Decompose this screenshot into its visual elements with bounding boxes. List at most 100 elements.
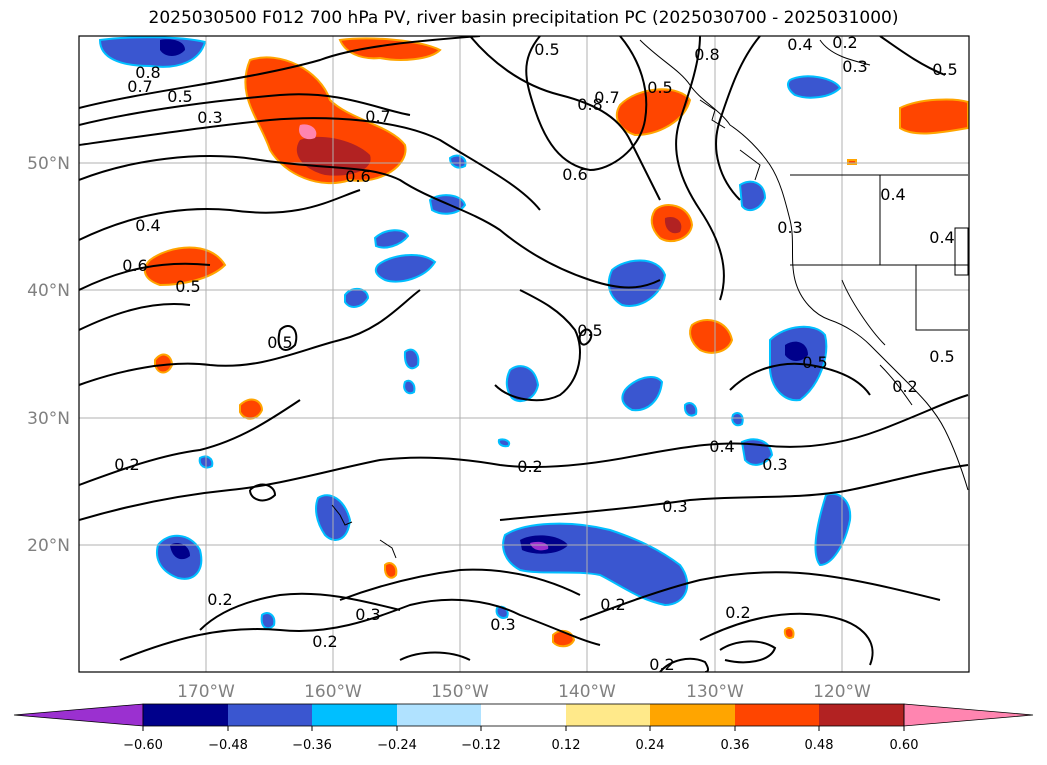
precip-negative-blob	[344, 287, 370, 308]
contour-label: 0.3	[842, 57, 867, 76]
map-frame	[78, 35, 970, 673]
contour-label: 0.6	[562, 165, 587, 184]
lon-label: 160°W	[304, 682, 362, 702]
lat-labels: 50°N 40°N 30°N 20°N	[27, 154, 70, 556]
contour-label: 0.5	[932, 60, 957, 79]
colorbar-segment	[819, 704, 904, 726]
contour-label: 0.5	[802, 353, 827, 372]
colorbar-segment	[650, 704, 735, 726]
precip-negative-blob	[786, 75, 842, 99]
contour-label: 0.5	[175, 277, 200, 296]
contour-label: 0.2	[892, 377, 917, 396]
contour-label: 0.3	[662, 497, 687, 516]
precip-negative-blob	[403, 379, 416, 395]
colorbar-segment	[566, 704, 650, 726]
precip-negative-blob	[683, 402, 698, 417]
colorbar-outline	[142, 703, 905, 727]
precip-positive-blob	[783, 627, 795, 640]
lat-label: 20°N	[27, 536, 70, 556]
precip-positive-blob	[143, 246, 227, 287]
lon-label: 150°W	[431, 682, 489, 702]
contour-label: 0.2	[207, 590, 232, 609]
colorbar-tick-label: 0.60	[890, 738, 919, 753]
colorbar-segment	[312, 704, 397, 726]
contour-label: 0.3	[355, 605, 380, 624]
colorbar-segment	[143, 704, 228, 726]
lon-label: 140°W	[558, 682, 616, 702]
precip-positive-blob	[664, 216, 682, 234]
precip-negative-blob	[814, 492, 852, 567]
colorbar-tick-label: 0.24	[636, 738, 665, 753]
colorbar-tick-label: −0.36	[292, 738, 332, 753]
precip-positive-blob	[338, 37, 442, 61]
colorbar-min-extension	[13, 703, 144, 727]
contour-label: 0.2	[517, 457, 542, 476]
contour-label: 0.3	[777, 218, 802, 237]
colorbar-tick-label: −0.60	[123, 738, 163, 753]
precip-positive-blob	[384, 562, 398, 579]
graticule	[79, 36, 969, 672]
precip-fill-layer	[98, 36, 969, 648]
contour-label: 0.2	[649, 655, 674, 674]
colorbar-segment	[397, 704, 481, 726]
contour-label: 0.4	[787, 35, 812, 54]
contour-label: 0.3	[762, 455, 787, 474]
contour-label: 0.4	[135, 216, 160, 235]
precip-negative-blob	[731, 412, 744, 427]
contour-label: 0.5	[929, 347, 954, 366]
lat-label: 30°N	[27, 409, 70, 429]
colorbar-tick-label: −0.12	[461, 738, 501, 753]
contour-label: 0.8	[135, 63, 160, 82]
colorbar-segment	[228, 704, 312, 726]
contour-label: 0.6	[345, 167, 370, 186]
contour-label: 0.5	[577, 321, 602, 340]
colorbar-max-extension	[903, 703, 1034, 727]
lat-label: 40°N	[27, 281, 70, 301]
colorbar-tick-label: −0.24	[377, 738, 417, 753]
lon-labels: 170°W 160°W 150°W 140°W 130°W 120°W	[177, 682, 871, 702]
precip-negative-blob	[497, 438, 511, 448]
contour-label: 0.7	[594, 88, 619, 107]
map-title: 2025030500 F012 700 hPa PV, river basin …	[148, 8, 899, 28]
precip-negative-blob	[160, 39, 185, 56]
colorbar-tick-label: −0.48	[208, 738, 248, 753]
contour-label: 0.7	[127, 77, 152, 96]
colorbar-tick-label: 0.12	[552, 738, 581, 753]
colorbar: −0.60 −0.48 −0.36 −0.24 −0.12 0.12 0.24 …	[13, 703, 1034, 753]
lat-label: 50°N	[27, 154, 70, 174]
contour-label: 0.8	[694, 45, 719, 64]
colorbar-segment	[735, 704, 819, 726]
precip-negative-blob	[448, 154, 467, 169]
precip-negative-blob	[403, 348, 420, 370]
contour-label: 0.2	[600, 595, 625, 614]
lon-label: 170°W	[177, 682, 235, 702]
lon-label: 130°W	[686, 682, 744, 702]
precip-negative-blob	[260, 612, 276, 630]
contour-labels: 0.5 0.8 0.7 0.4 0.2 0.3 0.5 0.8 0.7 0.5 …	[114, 35, 957, 674]
contour-label: 0.5	[534, 40, 559, 59]
precip-positive-blob	[299, 124, 317, 140]
contour-label: 0.4	[929, 228, 954, 247]
pv-contours	[79, 36, 969, 672]
contour-label: 0.2	[312, 632, 337, 651]
contour-label: 0.2	[114, 455, 139, 474]
precip-negative-blob	[607, 259, 667, 307]
contour-label: 0.8	[577, 95, 602, 114]
precip-negative-blob	[374, 254, 437, 283]
coastlines	[331, 39, 969, 559]
precip-negative-blob	[785, 341, 808, 362]
colorbar-segment	[481, 704, 566, 726]
contour-label: 0.6	[122, 256, 147, 275]
contour-label: 0.3	[197, 108, 222, 127]
contour-label: 0.4	[880, 185, 905, 204]
precip-positive-blob	[239, 398, 264, 420]
contour-label: 0.7	[365, 107, 390, 126]
lon-label: 120°W	[813, 682, 871, 702]
precip-negative-blob	[530, 541, 549, 551]
precip-negative-blob	[170, 543, 190, 560]
precip-negative-blob	[621, 375, 664, 412]
contour-label: 0.5	[647, 78, 672, 97]
contour-label: 0.4	[709, 437, 734, 456]
contour-label: 0.3	[490, 615, 515, 634]
